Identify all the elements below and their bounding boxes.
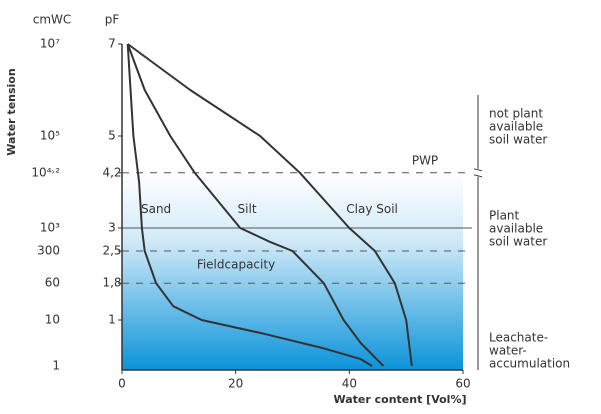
bracket-break (473, 174, 483, 178)
y2-tick-label: 10 (45, 313, 60, 327)
y2-tick-label: 60 (45, 276, 60, 290)
reference-label: PWP (412, 153, 438, 167)
y2-unit: cmWC (33, 13, 72, 27)
x-tick-label: 60 (455, 377, 470, 391)
curve-label: Silt (238, 202, 257, 216)
y2-tick-label: 10³ (40, 221, 60, 235)
region-label: available (489, 120, 543, 134)
y2-tick-label: 10⁷ (40, 37, 60, 51)
region-label: available (489, 222, 543, 236)
region-label: Plant (489, 209, 520, 223)
bracket-break (473, 168, 483, 172)
y-tick-label: 4,2 (102, 165, 121, 179)
y2-tick-label: 300 (37, 244, 60, 258)
x-axis-title: Water content [Vol%] (334, 393, 467, 406)
curve (127, 43, 413, 367)
y-tick-label: 1 (108, 313, 116, 327)
region-label: Leachate- (489, 331, 548, 345)
y-tick-label: 3 (108, 221, 116, 235)
region-label: accumulation (489, 357, 570, 371)
curve (126, 43, 385, 367)
y2-tick-label: 10⁵ (40, 129, 60, 143)
y-tick-label: 1,8 (102, 276, 121, 290)
x-tick-label: 0 (118, 377, 126, 391)
curve (126, 43, 373, 367)
curve-label: Clay Soil (346, 202, 398, 216)
y-axis-title: Water tension (5, 68, 18, 155)
y-tick-label: 5 (108, 129, 116, 143)
y2-tick-label: 10⁴˒² (31, 165, 60, 179)
y2-tick-label: 1 (52, 359, 60, 373)
y-unit: pF (105, 13, 120, 27)
x-tick-label: 20 (228, 377, 243, 391)
y-tick-label: 2,5 (102, 244, 121, 258)
region-label: soil water (489, 133, 547, 147)
fieldcapacity-label: Fieldcapacity (197, 258, 275, 272)
curve-label: Sand (141, 202, 171, 216)
region-label: not plant (489, 107, 543, 121)
region-label: water- (489, 344, 527, 358)
y-tick-label: 7 (108, 37, 116, 51)
available-water-area (122, 172, 463, 370)
region-label: soil water (489, 235, 547, 249)
x-tick-label: 40 (342, 377, 357, 391)
